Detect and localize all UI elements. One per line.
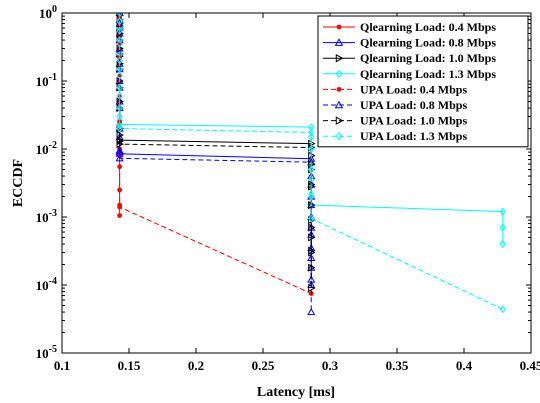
legend-label: Qlearning Load: 1.0 Mbps [360,51,496,65]
legend-item: Qlearning Load: 0.8 Mbps [323,36,496,50]
legend-item: Qlearning Load: 1.0 Mbps [323,51,496,65]
legend-marker [335,131,343,141]
data-point [499,305,507,314]
data-point [116,140,124,149]
data-point [307,307,316,316]
legend-label: Qlearning Load: 0.4 Mbps [360,20,496,34]
data-point [308,128,315,137]
data-point [116,83,123,92]
data-point [308,165,315,174]
legend-marker [335,116,344,125]
data-point [117,187,123,193]
data-point [117,213,123,218]
data-point [116,17,123,26]
data-point [116,71,123,80]
legend-marker [335,69,343,79]
data-point [499,223,507,232]
legend-item: UPA Load: 0.8 Mbps [323,98,467,112]
legend-item: UPA Load: 1.3 Mbps [323,129,467,143]
legend-marker [336,24,342,30]
data-point [116,124,123,133]
y-tick-label: 10-3 [36,208,57,225]
x-tick-label: 0.2 [188,358,204,373]
legend-label: UPA Load: 0.8 Mbps [360,98,467,112]
data-point [117,204,123,210]
legend-label: UPA Load: 1.3 Mbps [360,129,467,143]
legend-label: UPA Load: 0.4 Mbps [360,82,467,96]
data-point [308,263,316,272]
y-axis-title: ECCDF [11,159,26,207]
y-tick-label: 100 [39,4,57,21]
legend-marker [336,87,342,92]
x-tick-label: 0.25 [252,358,275,373]
data-point [116,26,123,35]
data-point [308,223,316,232]
data-point [116,56,123,65]
y-tick-label: 10-1 [36,72,57,89]
data-point [116,121,123,130]
x-tick-label: 0.1 [54,358,70,373]
y-tick-label: 10-5 [36,344,57,361]
legend-label: UPA Load: 1.0 Mbps [360,114,467,128]
x-tick-label: 0.4 [456,358,473,373]
data-point [499,240,507,249]
legend-item: Qlearning Load: 1.3 Mbps [323,67,496,81]
legend-box [317,15,529,148]
x-tick-label: 0.45 [520,358,540,373]
plot-frame [61,12,532,354]
legend-item: Qlearning Load: 0.4 Mbps [323,20,496,34]
data-point [308,144,315,154]
y-tick-label: 10-4 [36,276,57,293]
x-axis-title: Latency [ms] [257,385,335,400]
legend-marker [335,53,344,63]
data-point [308,123,315,132]
data-point [116,40,123,49]
legend-item: UPA Load: 0.4 Mbps [323,82,467,96]
axes-layer: 0.1 0.15 0.2 0.25 0.3 0.35 0.4 0.45 10-5 10-4 10-3… [36,4,540,373]
data-point [308,248,316,257]
y-tick-label: 10-2 [36,140,57,157]
data-point [116,13,123,18]
series-line [119,13,504,310]
x-tick-label: 0.35 [386,358,409,373]
data-point [499,207,507,216]
legend: Qlearning Load: 0.4 Mbps Qlearning Load: … [317,15,529,148]
data-point [115,154,124,162]
legend-label: Qlearning Load: 0.8 Mbps [360,36,496,50]
data-point [116,92,123,101]
x-tick-label: 0.15 [118,358,141,373]
legend-label: Qlearning Load: 1.3 Mbps [360,67,496,81]
legend-item: UPA Load: 1.0 Mbps [323,114,467,128]
data-point [308,284,316,293]
series-layer [115,13,507,316]
data-point [308,214,315,223]
legend-marker [334,100,344,109]
legend-marker [334,38,344,46]
data-point [116,112,123,121]
x-tick-label: 0.3 [322,358,339,373]
data-point [308,192,315,201]
data-point [307,280,316,289]
series-8 [116,13,507,314]
